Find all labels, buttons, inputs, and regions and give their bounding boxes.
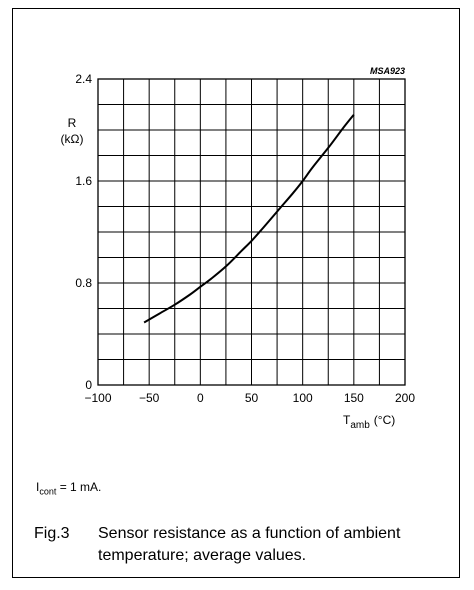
x-tick-label: 50 bbox=[245, 391, 259, 405]
x-axis-label-unit: (°C) bbox=[374, 413, 395, 427]
figure-code: MSA923 bbox=[370, 66, 405, 76]
y-axis-label-unit: (kΩ) bbox=[61, 132, 84, 146]
y-tick-label: 1.6 bbox=[75, 174, 92, 188]
caption-text: Sensor resistance as a function of ambie… bbox=[98, 525, 401, 564]
x-tick-label: −100 bbox=[84, 391, 111, 405]
note-text: = 1 mA. bbox=[56, 480, 102, 494]
x-axis-label-subscript: amb bbox=[350, 420, 370, 431]
x-tick-label: −50 bbox=[139, 391, 160, 405]
chart-ticks: −100 −50 0 50 100 150 200 0 0.8 1.6 2.4 bbox=[75, 72, 415, 405]
x-tick-label: 0 bbox=[197, 391, 204, 405]
note-symbol: I bbox=[36, 480, 40, 494]
condition-note: Icont = 1 mA. bbox=[36, 480, 101, 496]
figure-frame bbox=[12, 8, 460, 578]
y-tick-label: 0.8 bbox=[75, 276, 92, 290]
x-axis-label-symbol: T bbox=[343, 413, 351, 427]
chart-grid bbox=[97, 78, 406, 386]
x-axis-label: Tamb (°C) bbox=[343, 413, 395, 431]
x-tick-label: 100 bbox=[293, 391, 313, 405]
caption-number: Fig.3 bbox=[34, 525, 70, 542]
chart-series bbox=[143, 114, 355, 324]
note-subscript: cont bbox=[39, 486, 57, 497]
plot-border bbox=[97, 78, 406, 386]
y-tick-label: 2.4 bbox=[75, 72, 92, 86]
y-tick-label: 0 bbox=[85, 378, 92, 392]
x-tick-label: 200 bbox=[395, 391, 415, 405]
y-axis-label-symbol: R bbox=[68, 116, 77, 130]
resistance-curve bbox=[143, 114, 355, 324]
x-tick-label: 150 bbox=[344, 391, 364, 405]
chart: −100 −50 0 50 100 150 200 0 0.8 1.6 2.4 MSA923 R (… bbox=[61, 66, 416, 431]
